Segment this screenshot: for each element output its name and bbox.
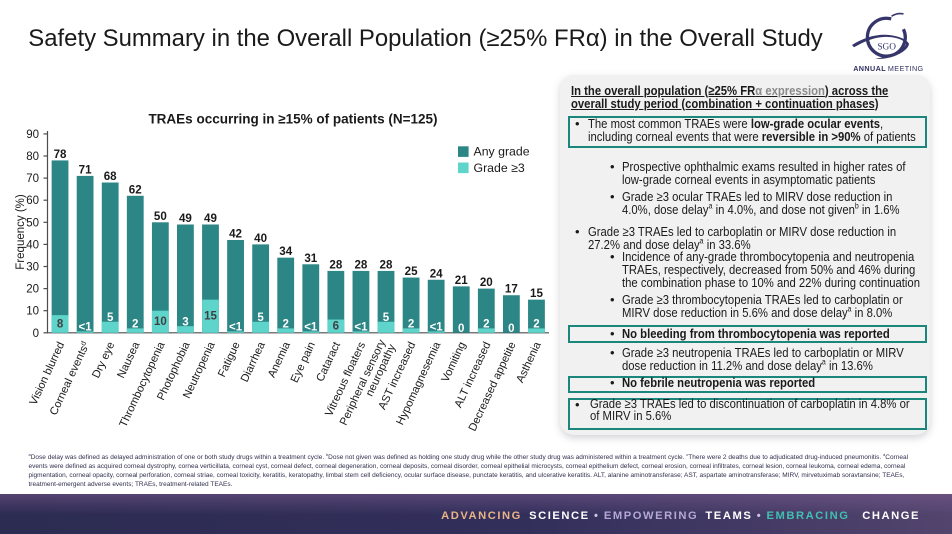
svg-text:5: 5 <box>107 312 114 324</box>
svg-text:Diarrhea: Diarrhea <box>239 339 268 384</box>
svg-text:0: 0 <box>33 328 39 340</box>
svg-text:90: 90 <box>26 129 39 141</box>
svg-text:2: 2 <box>483 319 489 331</box>
svg-text:15: 15 <box>530 287 543 300</box>
svg-text:5: 5 <box>383 312 390 324</box>
svg-text:30: 30 <box>26 262 39 274</box>
svg-text:28: 28 <box>354 258 367 271</box>
svg-text:2: 2 <box>533 319 539 331</box>
svg-text:2: 2 <box>283 319 289 331</box>
svg-text:15: 15 <box>204 311 217 323</box>
svg-text:10: 10 <box>26 306 39 318</box>
svg-text:49: 49 <box>179 212 192 225</box>
svg-text:6: 6 <box>333 321 339 333</box>
svg-text:25: 25 <box>405 265 418 278</box>
svg-text:<1: <1 <box>430 322 444 334</box>
svg-text:78: 78 <box>54 148 67 161</box>
svg-text:8: 8 <box>57 318 64 330</box>
svg-text:<1: <1 <box>229 322 243 334</box>
svg-text:3: 3 <box>182 316 188 328</box>
svg-text:28: 28 <box>329 258 342 271</box>
svg-text:70: 70 <box>26 173 39 185</box>
svg-text:2: 2 <box>132 319 138 331</box>
svg-text:Asthenia: Asthenia <box>514 339 544 384</box>
svg-text:Anemia: Anemia <box>266 339 293 379</box>
svg-text:42: 42 <box>229 227 242 240</box>
svg-text:Nausea: Nausea <box>115 339 143 380</box>
svg-text:62: 62 <box>129 183 142 196</box>
svg-text:71: 71 <box>79 163 92 176</box>
svg-text:21: 21 <box>455 274 468 287</box>
svg-text:20: 20 <box>26 284 39 296</box>
svg-text:68: 68 <box>104 170 117 183</box>
svg-text:24: 24 <box>430 267 443 280</box>
svg-text:0: 0 <box>458 323 464 335</box>
svg-text:49: 49 <box>204 212 217 225</box>
svg-text:Grade ≥3: Grade ≥3 <box>474 161 525 175</box>
svg-text:40: 40 <box>26 239 39 251</box>
svg-text:Vomiting: Vomiting <box>439 340 468 384</box>
svg-text:5: 5 <box>257 312 264 324</box>
svg-text:SGO: SGO <box>877 43 896 53</box>
svg-text:60: 60 <box>26 195 39 207</box>
svg-text:50: 50 <box>26 217 39 229</box>
svg-text:17: 17 <box>505 283 518 296</box>
svg-text:50: 50 <box>154 210 167 223</box>
svg-text:31: 31 <box>304 252 317 265</box>
svg-text:20: 20 <box>480 276 493 289</box>
svg-text:Dry eye: Dry eye <box>90 340 117 380</box>
svg-text:TRAEs occurring in ≥15% of pat: TRAEs occurring in ≥15% of patients (N=1… <box>148 112 437 127</box>
svg-text:10: 10 <box>154 316 167 328</box>
svg-text:Any grade: Any grade <box>474 145 530 159</box>
svg-text:40: 40 <box>254 232 267 245</box>
svg-text:2: 2 <box>408 319 414 331</box>
svg-text:34: 34 <box>279 245 292 258</box>
svg-text:28: 28 <box>380 258 393 271</box>
svg-text:<1: <1 <box>304 322 318 334</box>
svg-text:Frequency (%): Frequency (%) <box>15 194 27 270</box>
svg-text:0: 0 <box>508 323 514 335</box>
svg-text:Fatigue: Fatigue <box>216 340 243 379</box>
svg-text:<1: <1 <box>354 322 368 334</box>
svg-text:80: 80 <box>26 151 39 163</box>
svg-text:Decreased appetite: Decreased appetite <box>467 340 519 433</box>
svg-text:<1: <1 <box>79 322 93 334</box>
